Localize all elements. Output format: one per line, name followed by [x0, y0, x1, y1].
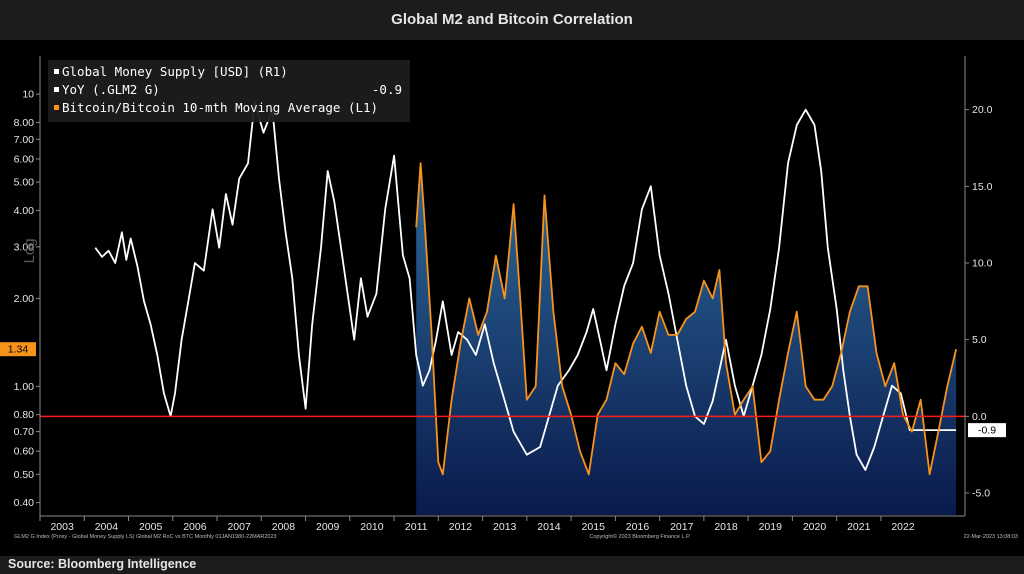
footer-right-note: 22-Mar-2023 13:08:03	[964, 534, 1018, 540]
left-tick-label: 8.00	[14, 117, 35, 129]
legend-label: Global Money Supply [USD] (R1)	[62, 64, 288, 79]
right-tick-label: 5.0	[972, 334, 987, 346]
x-tick-label: 2011	[405, 521, 428, 533]
legend-marker	[54, 69, 59, 74]
right-current-value-badge	[968, 423, 1006, 438]
x-tick-label: 2012	[449, 521, 473, 533]
left-tick-label: 7.00	[14, 134, 35, 146]
bitcoin-line	[415, 162, 957, 476]
right-tick-label: 15.0	[972, 181, 993, 193]
legend-marker	[54, 87, 59, 92]
legend-box	[48, 60, 410, 122]
source-text: Source: Bloomberg Intelligence	[8, 557, 197, 571]
footer-center-note: Copyright© 2023 Bloomberg Finance L.P.	[589, 533, 691, 540]
left-tick-label: 5.00	[14, 177, 35, 189]
x-tick-label: 2008	[272, 521, 296, 533]
left-current-value-badge	[0, 342, 36, 357]
left-tick-label: 6.00	[14, 153, 35, 165]
x-tick-label: 2018	[714, 521, 738, 533]
axes: 2003 2004 2005 2006 2007 2008 2009 2010 2011 2012…	[0, 56, 1006, 533]
left-axis-label: Log	[21, 238, 38, 263]
legend-marker	[54, 105, 59, 110]
x-tick-label: 2003	[50, 521, 74, 533]
chart: 2003 2004 2005 2006 2007 2008 2009 2010 2011 2012…	[0, 54, 1024, 556]
x-tick-label: 2013	[493, 521, 517, 533]
footer-left-note: GLM2 G Index (Proxy - Global Money Suppl…	[14, 534, 277, 540]
legend-value: -0.9	[372, 82, 402, 97]
x-tick-label: 2004	[95, 521, 119, 533]
x-tick-label: 2014	[537, 521, 561, 533]
left-tick-label: 0.60	[14, 446, 35, 458]
left-tick-label: 0.80	[14, 409, 35, 421]
bitcoin-area-fill	[416, 163, 957, 515]
x-tick-label: 2017	[670, 521, 694, 533]
right-tick-label: 10.0	[972, 258, 993, 270]
x-tick-label: 2009	[316, 521, 340, 533]
left-tick-label: 1.00	[14, 381, 35, 393]
title-separator	[0, 40, 1024, 54]
left-tick-label: 2.00	[14, 293, 35, 305]
footer-notes: GLM2 G Index (Proxy - Global Money Suppl…	[14, 533, 1018, 540]
x-tick-label: 2022	[891, 521, 915, 533]
right-tick-label: 20.0	[972, 104, 993, 116]
series-lines	[40, 101, 965, 476]
legend-label: Bitcoin/Bitcoin 10-mth Moving Average (L…	[62, 100, 378, 115]
source-bar: Source: Bloomberg Intelligence	[0, 556, 1024, 574]
m2-yoy-line	[94, 101, 957, 471]
x-tick-label: 2005	[139, 521, 163, 533]
left-tick-label: 0.50	[14, 469, 35, 481]
legend: Global Money Supply [USD] (R1) YoY (.GLM2…	[48, 60, 410, 122]
left-tick-label: 4.00	[14, 205, 35, 217]
x-tick-label: 2010	[360, 521, 384, 533]
left-tick-label: 0.70	[14, 426, 35, 438]
x-tick-label: 2020	[803, 521, 827, 533]
right-current-value-text: -0.9	[978, 425, 996, 437]
left-current-value-text: 1.34	[8, 344, 29, 356]
x-tick-label: 2006	[183, 521, 207, 533]
left-tick-label: 3.00	[14, 241, 35, 253]
x-tick-label: 2021	[847, 521, 871, 533]
title-bar: Global M2 and Bitcoin Correlation	[0, 0, 1024, 40]
bitcoin-area-layer	[416, 163, 957, 515]
x-tick-label: 2007	[227, 521, 251, 533]
left-tick-label: 0.40	[14, 497, 35, 509]
right-tick-label: -5.0	[972, 488, 990, 500]
x-tick-label: 2016	[626, 521, 650, 533]
chart-title: Global M2 and Bitcoin Correlation	[391, 11, 633, 28]
left-tick-label: 10	[22, 89, 34, 101]
right-tick-label: 0.0	[972, 411, 987, 423]
x-tick-label: 2015	[582, 521, 606, 533]
legend-label: YoY (.GLM2 G)	[62, 82, 160, 97]
x-tick-label: 2019	[759, 521, 783, 533]
